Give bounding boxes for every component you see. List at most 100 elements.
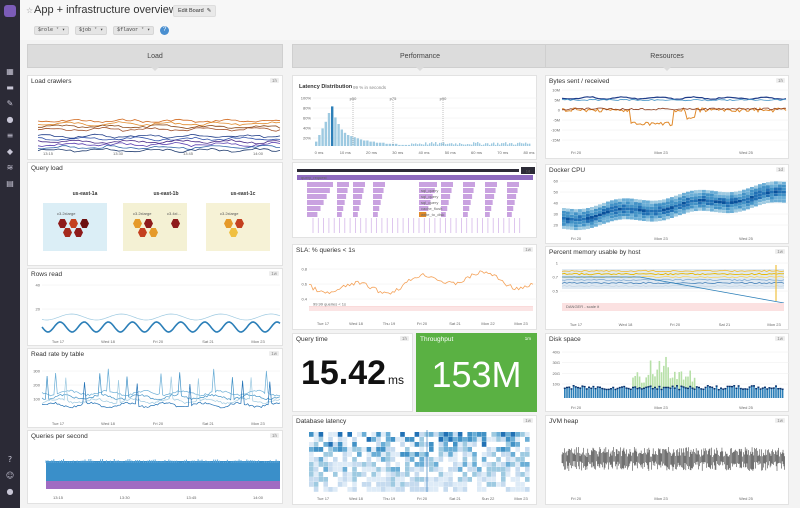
heatmap-cell: [642, 209, 646, 213]
trace-flamegraph-widget[interactable]: 1d query_request sql_query sql_query sql_que…: [292, 162, 537, 238]
heatmap-cell: [766, 185, 770, 189]
sla-widget[interactable]: SLA: % queries < 1s 1w 0.8 0.6 0.4 99.99 qu…: [292, 244, 538, 330]
load-crawlers-widget[interactable]: Load crawlers 1h 13:15 13:30 13:45 14:00: [27, 75, 283, 160]
heatmap-cell: [602, 217, 606, 221]
bytes-widget[interactable]: Bytes sent / received 1h 10M 5M 0 -5M -10M -1…: [545, 75, 790, 159]
trace-span: [353, 206, 360, 211]
heatmap-cell: [566, 220, 570, 224]
monitors-icon[interactable]: ●: [6, 115, 14, 124]
read-rate-widget[interactable]: Read rate by table 1w 300 200 100 Tue 17 Wed…: [27, 348, 283, 428]
metrics-icon[interactable]: ≡: [6, 131, 14, 140]
host-hexagon[interactable]: [133, 219, 142, 228]
trace-badge-bg: [521, 167, 535, 174]
heatmap-cell: [778, 187, 782, 191]
heatmap-cell: [602, 202, 606, 206]
team-icon[interactable]: ☺: [5, 471, 15, 480]
heatmap-cell: [770, 193, 774, 197]
host-hexagon[interactable]: [149, 228, 158, 237]
qps-area-chart: 13:15 13:30 13:45 14:00: [45, 459, 280, 500]
heatmap-cell: [486, 462, 492, 467]
load-group-header[interactable]: Load: [27, 44, 283, 71]
query-time-widget[interactable]: Query time 1h 15.42 ms: [292, 333, 413, 412]
heatmap-cell: [486, 467, 492, 472]
disk-bar-cap: [638, 387, 641, 389]
memory-widget[interactable]: Percent memory usable by host 1w 1 0.7 0.5…: [545, 246, 790, 330]
histogram-bar: [469, 144, 471, 146]
host-label: us-east-1a: [72, 191, 98, 197]
performance-group-header[interactable]: Performance: [292, 44, 548, 71]
heatmap-cell: [718, 209, 722, 213]
favorite-star-icon[interactable]: ☆: [26, 6, 34, 15]
heatmap-cell: [496, 462, 501, 467]
query-load-widget[interactable]: Query load us-east-1a us-east-1b us-east…: [27, 162, 283, 266]
heatmap-cell: [594, 220, 598, 224]
rows-read-widget[interactable]: Rows read 1w 40 20 Tue 17 Wed 18 Fri 20 Sat 2…: [27, 268, 283, 346]
x-tick-label: Mon 23: [514, 496, 528, 501]
heatmap-cell: [742, 207, 746, 211]
heatmap-cell: [710, 199, 714, 203]
host-hexagon[interactable]: [80, 219, 89, 228]
latency-distribution-widget[interactable]: Latency Distribution 99 % in seconds 100…: [292, 75, 538, 160]
heatmap-cell: [371, 452, 376, 457]
heatmap-cell: [376, 472, 381, 477]
heatmap-cell: [674, 210, 678, 214]
host-hexagon[interactable]: [235, 219, 244, 228]
heatmap-cell: [520, 472, 525, 477]
heatmap-cell: [486, 452, 492, 457]
var-job-selector[interactable]: $job * ▾: [75, 26, 108, 35]
throughput-widget[interactable]: Throughput 1m 153M: [416, 333, 537, 412]
host-hexagon[interactable]: [69, 219, 78, 228]
apm-icon[interactable]: ◆: [6, 147, 14, 156]
logo-icon[interactable]: [4, 5, 16, 17]
host-hexagon[interactable]: [63, 228, 72, 237]
heatmap-cell: [698, 198, 702, 202]
var-role-selector[interactable]: $role * ▾: [34, 26, 70, 35]
heatmap-cell: [525, 462, 530, 467]
histogram-bar: [411, 143, 413, 146]
heatmap-cell: [574, 227, 578, 231]
disk-bar-secondary: [632, 377, 634, 388]
docker-cpu-widget[interactable]: Docker CPU 1d 60 50 40 30 20 Fri 20 Mon 23 Wed …: [545, 164, 790, 244]
qps-widget[interactable]: Queries per second 1h 13:15 13:30 13:45 14:…: [27, 430, 283, 504]
help-nav-icon[interactable]: ?: [7, 455, 13, 464]
disk-bar-cap: [632, 386, 634, 389]
host-hexagon[interactable]: [74, 228, 83, 237]
heatmap-cell: [702, 204, 706, 208]
heatmap-cell: [690, 202, 694, 206]
heatmap-cell: [586, 223, 590, 226]
heatmap-cell: [738, 205, 742, 209]
host-hexagon[interactable]: [58, 219, 67, 228]
host-hexagon[interactable]: [144, 219, 153, 228]
disk-bar: [687, 388, 689, 398]
disk-bar: [667, 387, 669, 398]
throughput-value: 153M: [431, 354, 522, 395]
host-hexagon[interactable]: [229, 228, 238, 237]
notebooks-icon[interactable]: ▤: [6, 179, 14, 188]
heatmap-cell: [333, 462, 338, 467]
host-hexagon[interactable]: [224, 219, 233, 228]
integrations-icon[interactable]: ✎: [6, 99, 14, 108]
disk-bar-cap: [616, 387, 619, 390]
heatmap-cell: [658, 212, 662, 216]
help-icon[interactable]: ?: [160, 26, 170, 35]
rows-read-line-chart: 40 20 Tue 17 Wed 18 Fri 20 Sat 21 Mon 23: [36, 283, 281, 344]
heatmap-cell: [472, 442, 477, 447]
heatmap-cell: [472, 437, 477, 442]
heatmap-cell: [424, 457, 429, 462]
database-latency-widget[interactable]: Database latency 1w Tue 17 Wed 18 Thu 19 Fr…: [292, 415, 537, 505]
histogram-bar: [343, 132, 347, 146]
user-avatar-icon[interactable]: ●: [6, 487, 14, 496]
edit-board-button[interactable]: Edit Board ✎: [173, 5, 217, 17]
infrastructure-icon[interactable]: ▬: [6, 83, 14, 92]
var-flavor-selector[interactable]: $flavor * ▾: [113, 26, 155, 35]
dashboards-icon[interactable]: ▦: [6, 67, 14, 76]
disk-space-widget[interactable]: Disk space 1w 40G 30G 20G 10G Fri 20 Mon 23 We…: [545, 333, 790, 412]
host-hexagon[interactable]: [138, 228, 147, 237]
jvm-heap-widget[interactable]: JVM heap 1w Fri 20 Mon 23 Wed 25: [545, 415, 789, 505]
heatmap-cell: [467, 467, 472, 472]
heatmap-cell: [366, 457, 372, 462]
resources-group-header[interactable]: Resources: [545, 44, 789, 71]
host-hexagon[interactable]: [171, 219, 180, 228]
logs-icon[interactable]: ≋: [6, 163, 14, 172]
heatmap-cell: [510, 477, 516, 482]
